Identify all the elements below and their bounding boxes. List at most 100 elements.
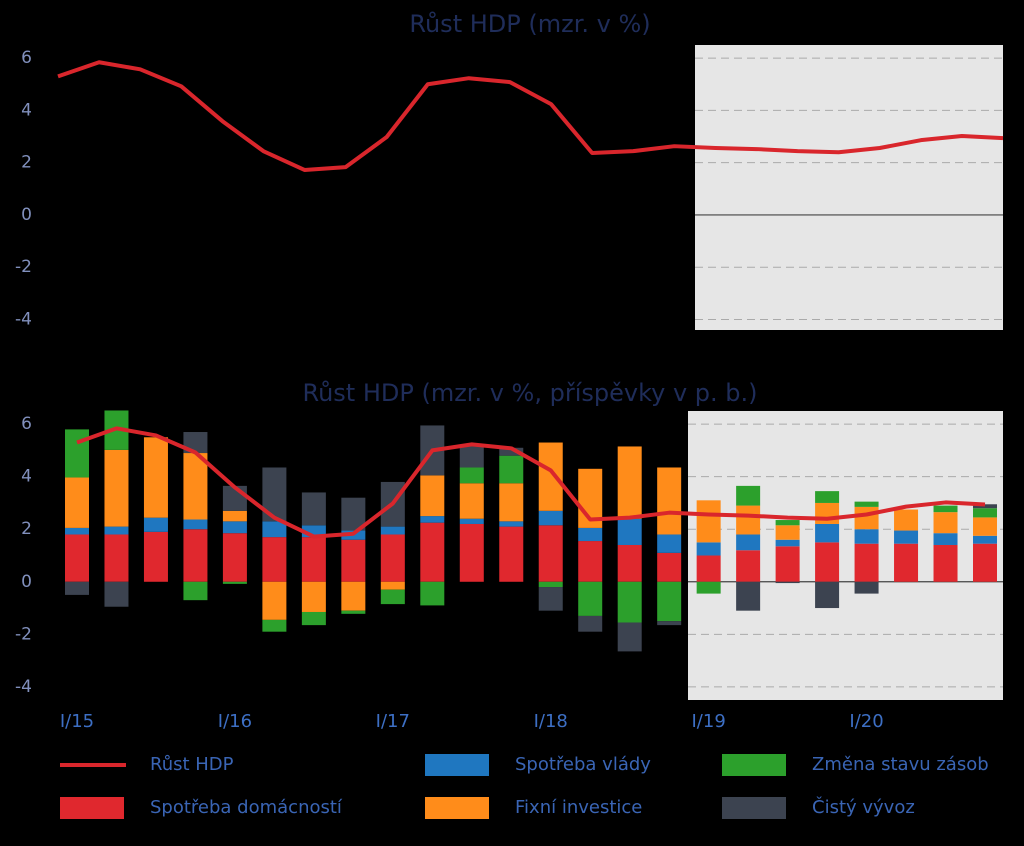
bar-segment [380,526,405,535]
bar-segment [617,581,642,623]
legend-label: Fixní investice [515,797,642,818]
bar-segment [973,517,997,536]
bar-segment [499,455,524,484]
y-tick-label: 2 [21,153,32,173]
bar-segment [380,589,405,605]
bar-segment [499,526,524,582]
bar-segment [854,543,879,582]
bar-segment [459,518,484,524]
bar-segment [301,492,326,526]
bar-segment [262,521,287,538]
bar-segment [538,581,563,588]
bar-segment [775,581,800,584]
bar-segment [459,467,484,484]
bar-segment [933,544,958,582]
bar-segment [301,611,326,626]
bar-segment [815,491,840,503]
legend-label: Čistý vývoz [812,796,915,818]
bar-segment [499,521,524,527]
bar-segment [222,521,247,534]
bar-segment [222,510,247,522]
bar-segment [696,500,721,543]
x-tick-label: I/18 [534,711,568,732]
legend-swatch [425,754,489,776]
bar-segment [775,546,800,582]
y-tick-label: 0 [21,572,32,592]
bar-segment [775,539,800,547]
y-tick-label: -2 [15,624,32,644]
bar-segment [262,581,287,620]
bar-segment [380,581,405,590]
bar-segment [183,519,208,530]
bar-segment [933,505,958,513]
bar-segment [499,483,524,522]
bar-segment [578,541,603,582]
x-tick-label: I/15 [60,711,94,732]
bar-segment [222,581,247,584]
bar-segment [222,533,247,582]
y-tick-label: 4 [21,100,32,120]
bar-segment [420,516,445,523]
bar-segment [736,550,761,582]
y-tick-label: 2 [21,519,32,539]
bar-segment [183,581,208,601]
bar-segment [736,581,761,611]
bar-segment [854,506,879,530]
bar-segment [341,581,366,611]
bar-segment [301,581,326,612]
legend-swatch [722,797,786,819]
bar-segment [775,525,800,540]
bar-segment [420,581,445,606]
bar-segment [973,508,997,518]
bar-segment [143,437,168,518]
bar-segment [578,581,603,616]
bar-segment [143,517,168,532]
legend-swatch [60,797,124,819]
x-tick-label: I/17 [376,711,410,732]
bar-segment [736,534,761,551]
bar-segment [933,512,958,534]
bar-segment [65,477,89,528]
bar-segment [736,485,761,506]
bar-segment [65,527,89,535]
bar-segment [143,531,168,582]
y-tick-label: 6 [21,414,32,434]
bar-segment [104,581,129,607]
bar-segment [617,544,642,582]
x-tick-label: I/16 [218,711,252,732]
bar-segment [894,543,919,582]
bar-segment [65,429,89,478]
bar-segment [617,622,642,652]
bar-segment [65,581,89,595]
bar-segment [578,527,603,542]
bar-segment [459,483,484,519]
bar-segment [183,453,208,520]
bar-segment [894,509,919,531]
y-tick-label: -2 [15,257,32,277]
bar-segment [696,542,721,556]
bar-segment [262,619,287,632]
bar-segment [854,529,879,544]
x-tick-label: I/19 [692,711,726,732]
bar-segment [538,587,563,611]
bar-segment [657,467,682,535]
y-tick-label: 4 [21,467,32,487]
bar-segment [617,446,642,519]
bar-segment [657,621,682,626]
bar-segment [696,555,721,582]
bar-segment [657,534,682,553]
bar-segment [420,475,445,517]
legend-swatch [722,754,786,776]
bar-segment [420,522,445,582]
bar-segment [815,542,840,582]
bar-segment [538,442,563,511]
bar-segment [815,502,840,524]
y-tick-label: 6 [21,48,32,68]
bar-segment [775,520,800,526]
bar-segment [617,518,642,545]
bar-segment [538,510,563,526]
legend-swatch [425,797,489,819]
bar-segment [973,535,997,544]
y-tick-label: -4 [15,310,32,330]
